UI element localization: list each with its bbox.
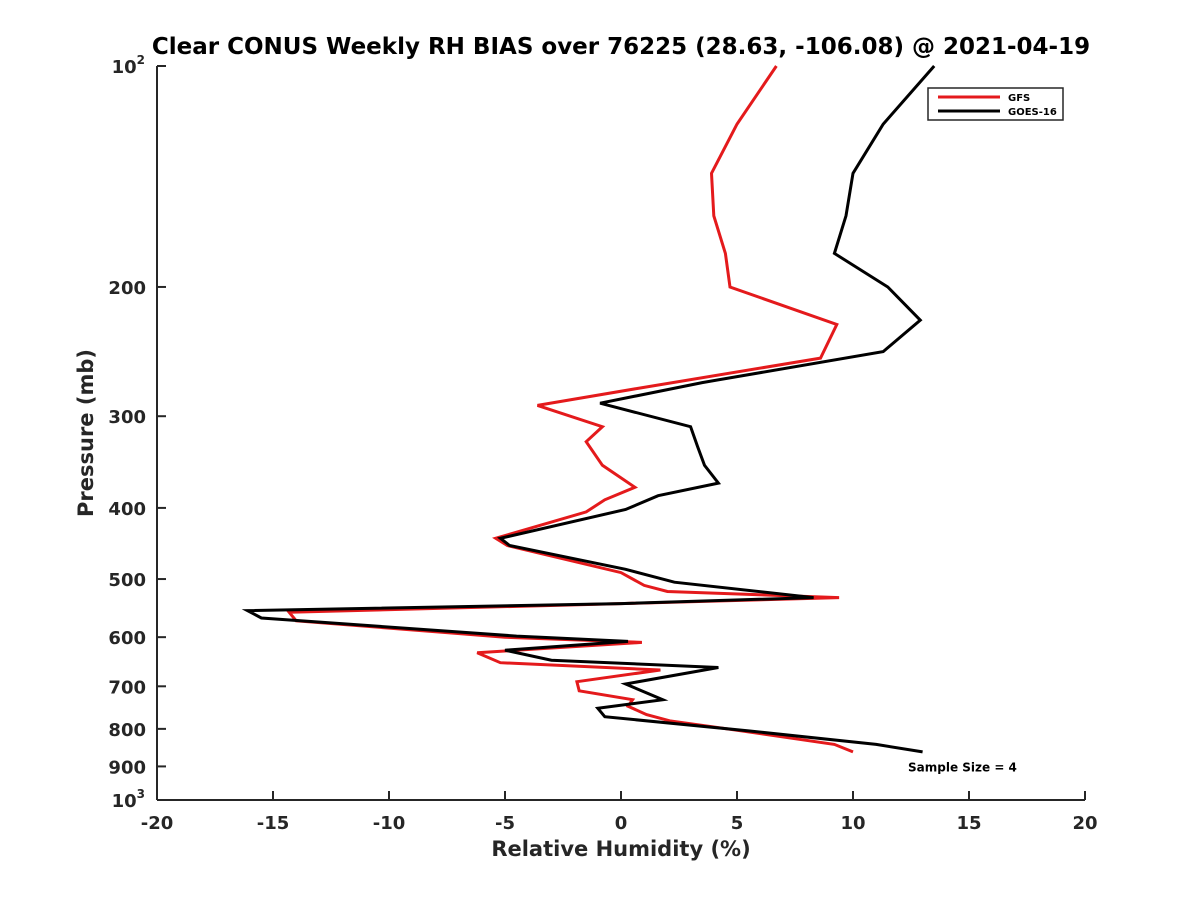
x-tick-label: -5 bbox=[495, 813, 515, 834]
y-tick-label: 300 bbox=[108, 407, 146, 428]
legend-label: GFS bbox=[1008, 93, 1030, 104]
series-line-gfs bbox=[286, 65, 854, 754]
y-tick-label: 900 bbox=[108, 757, 146, 778]
y-tick-label: 400 bbox=[108, 499, 146, 520]
legend-box bbox=[927, 87, 1064, 121]
legend: GFS GOES-16 bbox=[927, 87, 1064, 121]
chart-title: Clear CONUS Weekly RH BIAS over 76225 (2… bbox=[152, 34, 1090, 60]
legend-label: GOES-16 bbox=[1008, 107, 1057, 118]
y-tick-label: 700 bbox=[108, 677, 146, 698]
x-axis-label: Relative Humidity (%) bbox=[491, 837, 750, 861]
y-tick-label: 102 bbox=[112, 53, 145, 78]
y-tick-label: 500 bbox=[108, 570, 146, 591]
y-tick-label: 600 bbox=[108, 628, 146, 649]
series-line-goes-16 bbox=[241, 65, 936, 754]
x-tick-label: 5 bbox=[731, 813, 744, 834]
series-layer bbox=[241, 65, 936, 754]
y-axis-label: Pressure (mb) bbox=[74, 349, 98, 517]
y-tick-label: 800 bbox=[108, 720, 146, 741]
x-tick-label: -10 bbox=[373, 813, 406, 834]
sample-size-annotation: Sample Size = 4 bbox=[908, 760, 1017, 774]
axes-layer: -20 -15 -10 -5 0 5 10 15 20 102 200 300 400 500 600 700… bbox=[108, 53, 1097, 834]
x-tick-label: 20 bbox=[1072, 813, 1097, 834]
y-tick-label: 103 bbox=[112, 787, 145, 812]
x-tick-label: 10 bbox=[840, 813, 865, 834]
x-tick-label: 0 bbox=[615, 813, 628, 834]
x-tick-label: -15 bbox=[257, 813, 290, 834]
annotation-layer: Sample Size = 4 bbox=[908, 760, 1017, 774]
x-tick-label: -20 bbox=[141, 813, 174, 834]
x-tick-label: 15 bbox=[956, 813, 981, 834]
y-tick-label: 200 bbox=[108, 278, 146, 299]
